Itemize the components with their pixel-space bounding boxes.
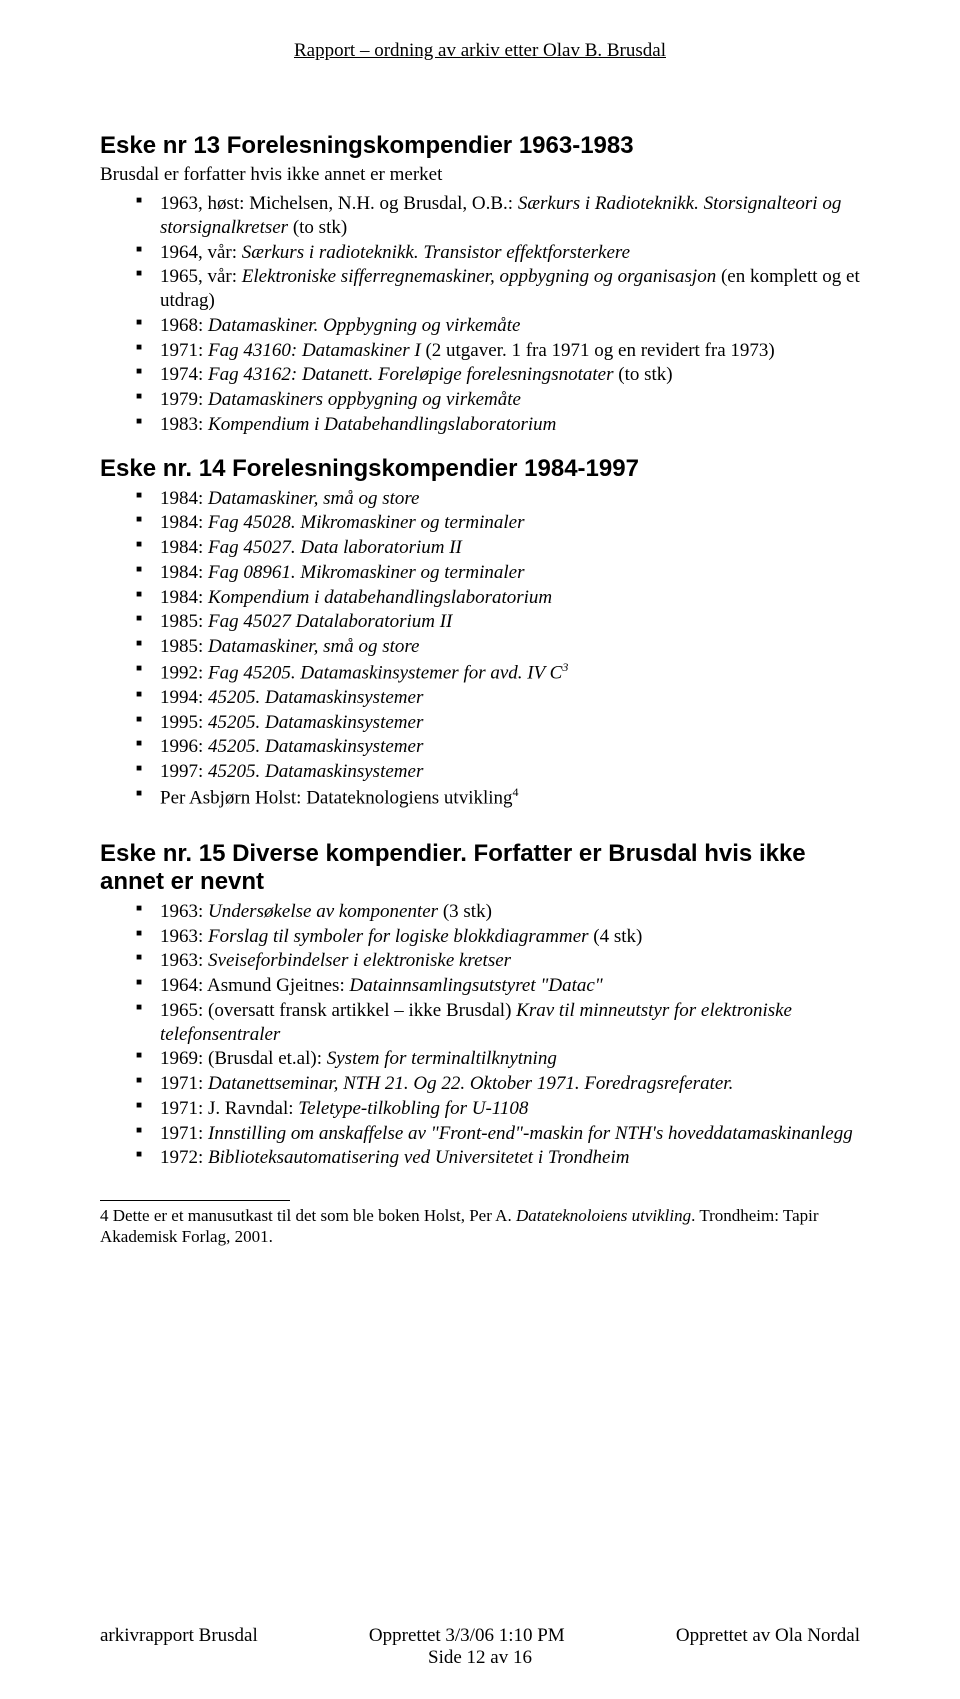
footer-center-bottom: Side 12 av 16 [100, 1647, 860, 1669]
footnote-part1: Dette er et manusutkast til det som ble … [109, 1206, 516, 1225]
list-item: 1963: Sveiseforbindelser i elektroniske … [136, 949, 860, 973]
footnote-italic: Datateknoloiens utvikling [516, 1206, 691, 1225]
list-item: 1997: 45205. Datamaskinsystemer [136, 760, 860, 784]
list-item: 1971: J. Ravndal: Teletype-tilkobling fo… [136, 1097, 860, 1121]
footer-row: arkivrapport Brusdal Opprettet 3/3/06 1:… [100, 1625, 860, 1647]
list-item: 1979: Datamaskiners oppbygning og virkem… [136, 388, 860, 412]
footnote-divider [100, 1200, 290, 1201]
document-page: Rapport – ordning av arkiv etter Olav B.… [0, 0, 960, 1699]
section1-list: 1963, høst: Michelsen, N.H. og Brusdal, … [100, 192, 860, 437]
list-item: 1994: 45205. Datamaskinsystemer [136, 686, 860, 710]
section1-subtext: Brusdal er forfatter hvis ikke annet er … [100, 164, 860, 186]
footnote-number: 4 [100, 1206, 109, 1225]
list-item: 1984: Fag 45027. Data laboratorium II [136, 536, 860, 560]
footer-left: arkivrapport Brusdal [100, 1625, 258, 1647]
section3-list: 1963: Undersøkelse av komponenter (3 stk… [100, 900, 860, 1170]
footer-center-top: Opprettet 3/3/06 1:10 PM [369, 1625, 565, 1647]
list-item: 1974: Fag 43162: Datanett. Foreløpige fo… [136, 363, 860, 387]
list-item: 1983: Kompendium i Databehandlingslabora… [136, 413, 860, 437]
section2-heading: Eske nr. 14 Forelesningskompendier 1984-… [100, 455, 860, 483]
section2-list: 1984: Datamaskiner, små og store1984: Fa… [100, 487, 860, 810]
list-item: 1965, vår: Elektroniske sifferregnemaski… [136, 265, 860, 313]
list-item: 1972: Biblioteksautomatisering ved Unive… [136, 1146, 860, 1170]
list-item: 1965: (oversatt fransk artikkel – ikke B… [136, 999, 860, 1047]
list-item: 1963: Undersøkelse av komponenter (3 stk… [136, 900, 860, 924]
list-item: Per Asbjørn Holst: Datateknologiens utvi… [136, 785, 860, 810]
list-item: 1984: Fag 45028. Mikromaskiner og termin… [136, 511, 860, 535]
page-footer: arkivrapport Brusdal Opprettet 3/3/06 1:… [100, 1625, 860, 1669]
list-item: 1995: 45205. Datamaskinsystemer [136, 711, 860, 735]
list-item: 1971: Innstilling om anskaffelse av "Fro… [136, 1122, 860, 1146]
list-item: 1964: Asmund Gjeitnes: Datainnsamlingsut… [136, 974, 860, 998]
list-item: 1984: Datamaskiner, små og store [136, 487, 860, 511]
section3-heading: Eske nr. 15 Diverse kompendier. Forfatte… [100, 840, 860, 896]
list-item: 1964, vår: Særkurs i radioteknikk. Trans… [136, 241, 860, 265]
list-item: 1985: Datamaskiner, små og store [136, 635, 860, 659]
list-item: 1992: Fag 45205. Datamaskinsystemer for … [136, 660, 860, 685]
section1-heading: Eske nr 13 Forelesningskompendier 1963-1… [100, 132, 860, 160]
list-item: 1968: Datamaskiner. Oppbygning og virkem… [136, 314, 860, 338]
list-item: 1971: Datanettseminar, NTH 21. Og 22. Ok… [136, 1072, 860, 1096]
footnote-text: 4 Dette er et manusutkast til det som bl… [100, 1205, 860, 1248]
list-item: 1996: 45205. Datamaskinsystemer [136, 735, 860, 759]
list-item: 1971: Fag 43160: Datamaskiner I (2 utgav… [136, 339, 860, 363]
page-header: Rapport – ordning av arkiv etter Olav B.… [100, 40, 860, 62]
list-item: 1963: Forslag til symboler for logiske b… [136, 925, 860, 949]
list-item: 1984: Kompendium i databehandlingslabora… [136, 586, 860, 610]
list-item: 1969: (Brusdal et.al): System for termin… [136, 1047, 860, 1071]
footer-right: Opprettet av Ola Nordal [676, 1625, 860, 1647]
list-item: 1984: Fag 08961. Mikromaskiner og termin… [136, 561, 860, 585]
list-item: 1963, høst: Michelsen, N.H. og Brusdal, … [136, 192, 860, 240]
list-item: 1985: Fag 45027 Datalaboratorium II [136, 610, 860, 634]
